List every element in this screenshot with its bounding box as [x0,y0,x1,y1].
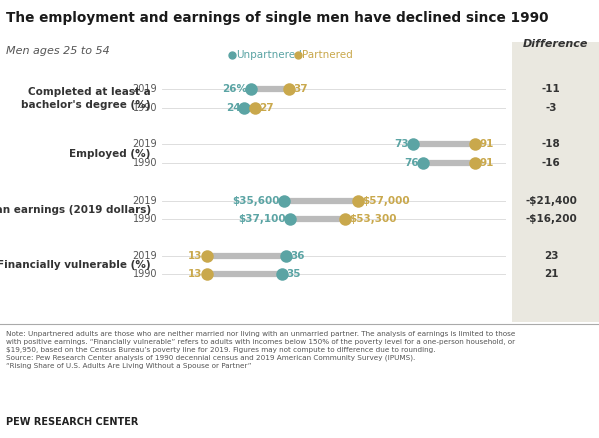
Text: PEW RESEARCH CENTER: PEW RESEARCH CENTER [6,417,138,427]
Text: Note: Unpartnered adults are those who are neither married nor living with an un: Note: Unpartnered adults are those who a… [6,331,515,369]
Text: 91: 91 [479,139,494,149]
Text: 73: 73 [394,139,409,149]
Text: $53,300: $53,300 [349,214,397,224]
Text: 2019: 2019 [132,251,157,261]
Text: 2019: 2019 [132,139,157,149]
Text: 1990: 1990 [132,214,157,224]
Text: 21: 21 [544,269,558,279]
Text: 26%: 26% [222,84,247,94]
Text: $37,100: $37,100 [238,214,285,224]
Text: -$16,200: -$16,200 [525,214,577,224]
Text: Median earnings (2019 dollars): Median earnings (2019 dollars) [0,205,151,215]
Text: Employed (%): Employed (%) [69,148,151,159]
Text: 27: 27 [259,103,274,113]
Text: 13: 13 [188,269,202,279]
Text: 1990: 1990 [132,158,157,168]
Text: -11: -11 [542,84,561,94]
Text: Completed at least a
bachelor's degree (%): Completed at least a bachelor's degree (… [22,87,151,110]
Text: 24: 24 [226,103,240,113]
Text: $57,000: $57,000 [362,195,410,205]
Text: The employment and earnings of single men have declined since 1990: The employment and earnings of single me… [6,11,549,25]
Text: 23: 23 [544,251,558,261]
Text: 2019: 2019 [132,84,157,94]
Text: 76: 76 [405,158,419,168]
Text: -16: -16 [542,158,561,168]
Text: Financially vulnerable (%): Financially vulnerable (%) [0,260,151,270]
Text: -$21,400: -$21,400 [525,195,577,205]
Text: $35,600: $35,600 [233,195,280,205]
Text: 1990: 1990 [132,103,157,113]
Text: -3: -3 [546,103,557,113]
Text: 91: 91 [479,158,494,168]
Text: -18: -18 [542,139,561,149]
Text: 37: 37 [294,84,308,94]
Text: Unpartnered: Unpartnered [237,50,302,60]
Text: 1990: 1990 [132,269,157,279]
Text: 35: 35 [286,269,301,279]
Text: 36: 36 [290,251,304,261]
Text: Difference: Difference [523,39,588,49]
Text: 2019: 2019 [132,195,157,205]
Text: 13: 13 [188,251,202,261]
Text: Men ages 25 to 54: Men ages 25 to 54 [6,46,110,56]
Text: Partnered: Partnered [302,50,353,60]
